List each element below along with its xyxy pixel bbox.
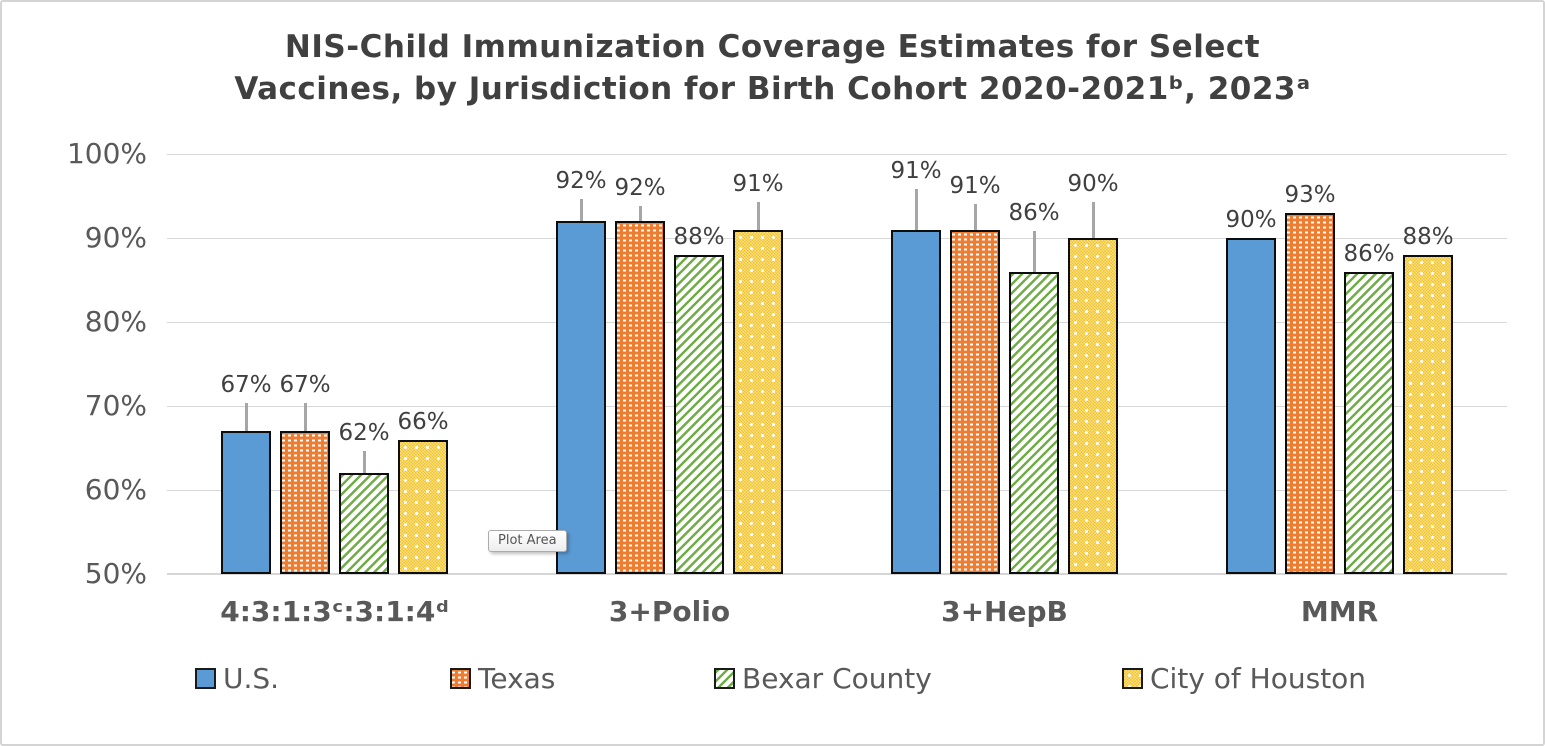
bar-u-s-4-3-1-3-3-1-4[interactable] (221, 431, 271, 574)
gridline (167, 406, 1507, 407)
data-label[interactable]: 67% (279, 371, 331, 398)
error-bar[interactable] (756, 201, 760, 230)
error-bar[interactable] (973, 203, 977, 230)
legend-swatch-icon (195, 667, 216, 689)
error-bar[interactable] (579, 199, 583, 222)
data-label[interactable]: 86% (1343, 240, 1395, 267)
data-label[interactable]: 66% (397, 408, 449, 435)
x-axis-category-label[interactable]: 4:3:1:3ᶜ:3:1:4ᵈ (220, 595, 449, 628)
bar-texas-4-3-1-3-3-1-4[interactable] (280, 431, 330, 574)
bar-city-of-houston-3-hepb[interactable] (1068, 238, 1118, 574)
legend-swatch-icon (1122, 667, 1143, 689)
gridline (167, 322, 1507, 323)
error-bar[interactable] (914, 189, 918, 230)
bar-texas-3-polio[interactable] (615, 221, 665, 574)
data-label[interactable]: 91% (949, 172, 1001, 199)
data-label[interactable]: 91% (732, 170, 784, 197)
bar-texas-mmr[interactable] (1285, 212, 1335, 574)
gridline (167, 490, 1507, 491)
x-axis-category-label[interactable]: 3+Polio (608, 595, 731, 628)
legend-item-city-of-houston[interactable]: City of Houston (1122, 661, 1367, 695)
bar-u-s-3-hepb[interactable] (891, 229, 941, 574)
legend-swatch-icon (450, 667, 471, 689)
error-bar[interactable] (362, 451, 366, 474)
legend-label: Texas (478, 661, 556, 695)
bar-city-of-houston-3-polio[interactable] (733, 229, 783, 574)
legend-label: City of Houston (1150, 661, 1367, 695)
gridline (167, 154, 1507, 155)
legend-item-texas[interactable]: Texas (450, 661, 556, 695)
bar-texas-3-hepb[interactable] (950, 229, 1000, 574)
data-label[interactable]: 93% (1284, 181, 1336, 208)
bar-bexar-county-mmr[interactable] (1344, 271, 1394, 574)
error-bar[interactable] (303, 402, 307, 432)
bar-bexar-county-3-hepb[interactable] (1009, 271, 1059, 574)
chart-title[interactable]: NIS-Child Immunization Coverage Estimate… (2, 26, 1543, 110)
bar-bexar-county-4-3-1-3-3-1-4[interactable] (339, 473, 389, 574)
y-axis-tick-label[interactable]: 100% (66, 137, 147, 170)
error-bar[interactable] (1091, 201, 1095, 238)
plot-area-tooltip: Plot Area (488, 530, 567, 552)
data-label[interactable]: 92% (614, 175, 666, 202)
data-label[interactable]: 86% (1008, 200, 1060, 227)
y-axis-tick-label[interactable]: 50% (84, 557, 147, 590)
y-axis-tick-label[interactable]: 70% (84, 389, 147, 422)
chart-title-line1: NIS-Child Immunization Coverage Estimate… (284, 29, 1261, 65)
y-axis-tick-label[interactable]: 90% (84, 221, 147, 254)
data-label[interactable]: 92% (555, 168, 607, 195)
error-bar[interactable] (1032, 231, 1036, 272)
x-axis-line (167, 573, 1507, 575)
legend-swatch-icon (714, 667, 735, 689)
error-bar[interactable] (638, 206, 642, 222)
data-label[interactable]: 90% (1225, 207, 1277, 233)
legend-item-u-s[interactable]: U.S. (195, 661, 280, 695)
bar-city-of-houston-mmr[interactable] (1403, 254, 1453, 574)
chart-title-line2: Vaccines, by Jurisdiction for Birth Coho… (234, 71, 1311, 107)
data-label[interactable]: 62% (338, 420, 390, 447)
legend-label: U.S. (223, 661, 280, 695)
legend-item-bexar-county[interactable]: Bexar County (714, 661, 932, 695)
data-label[interactable]: 88% (673, 223, 725, 250)
legend-label: Bexar County (742, 661, 932, 695)
data-label[interactable]: 91% (890, 158, 942, 185)
plot-area[interactable]: 67% 67% 62% 66% 92% 92% 88% 91% 91% 91% 86% 90% 90% 9… (167, 154, 1507, 575)
bar-u-s-3-polio[interactable] (556, 221, 606, 574)
y-axis-tick-label[interactable]: 80% (84, 305, 147, 338)
gridline (167, 238, 1507, 239)
data-label[interactable]: 88% (1402, 223, 1454, 250)
error-bar[interactable] (244, 402, 248, 432)
x-axis-category-label[interactable]: MMR (1300, 595, 1379, 628)
bar-city-of-houston-4-3-1-3-3-1-4[interactable] (398, 439, 448, 574)
bar-bexar-county-3-polio[interactable] (674, 254, 724, 574)
data-label[interactable]: 90% (1067, 170, 1119, 197)
x-axis-category-label[interactable]: 3+HepB (941, 595, 1068, 628)
y-axis-tick-label[interactable]: 60% (84, 473, 147, 506)
data-label[interactable]: 67% (220, 371, 272, 398)
bar-u-s-mmr[interactable] (1226, 238, 1276, 574)
